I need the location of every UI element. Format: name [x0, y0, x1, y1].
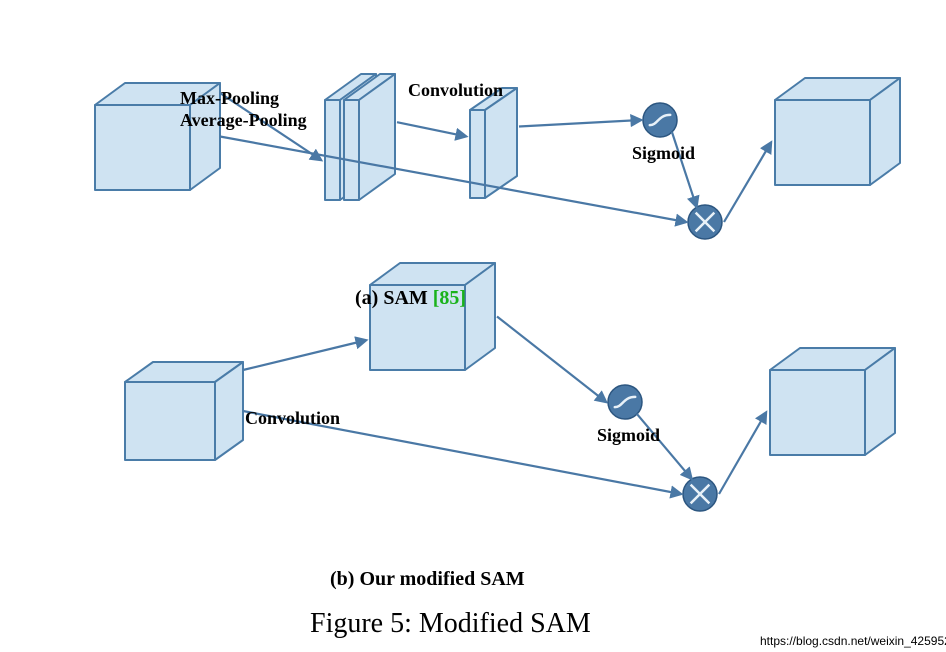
- subcaption-a: (a) SAM [85]: [355, 287, 466, 310]
- a-arrow-in-mul: [220, 137, 686, 223]
- b-cube-out-front: [770, 370, 865, 455]
- b-arrow-in-mid: [243, 340, 366, 370]
- subcaption-a-prefix: (a) SAM: [355, 287, 433, 309]
- a-arrow-slabs-conv: [397, 122, 466, 136]
- b-arrow-sig-mul: [637, 414, 692, 479]
- a-cube-out-front: [775, 100, 870, 185]
- subcaption-b: (b) Our modified SAM: [330, 568, 525, 591]
- maxpool-label-line1: Max-Pooling: [180, 88, 279, 109]
- conv-label-a: Convolution: [408, 80, 503, 101]
- a-slabs-1-front: [344, 100, 359, 200]
- subcaption-a-ref: [85]: [433, 287, 466, 309]
- a-arrow-mul-out: [724, 143, 771, 223]
- sigmoid-label-a: Sigmoid: [632, 143, 695, 164]
- a-cube-in-front: [95, 105, 190, 190]
- watermark-text: https://blog.csdn.net/weixin_42595206: [760, 634, 946, 648]
- maxpool-label-line2: Average-Pooling: [180, 110, 307, 131]
- sigmoid-label-b: Sigmoid: [597, 425, 660, 446]
- b-arrow-mul-out: [719, 413, 766, 495]
- b-arrow-mid-sig: [497, 317, 606, 403]
- a-slabs-0-front: [325, 100, 340, 200]
- a-arrow-conv-sigmoid: [519, 120, 641, 127]
- b-cube-in-front: [125, 382, 215, 460]
- figure-caption: Figure 5: Modified SAM: [310, 608, 591, 640]
- conv-label-b: Convolution: [245, 408, 340, 429]
